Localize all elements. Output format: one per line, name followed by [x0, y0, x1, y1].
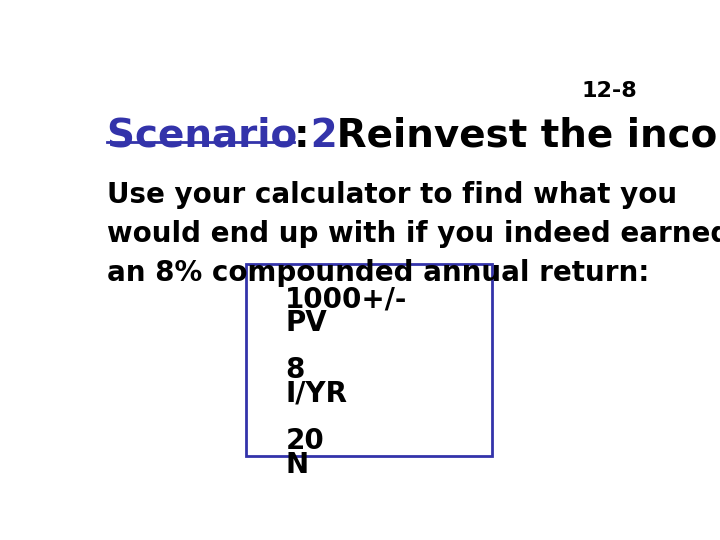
Bar — [246, 265, 492, 456]
Text: :  Reinvest the income: : Reinvest the income — [294, 117, 720, 155]
Text: I/YR: I/YR — [285, 380, 347, 408]
Text: PV: PV — [285, 309, 327, 337]
Text: 8: 8 — [285, 356, 305, 384]
Text: Scenario 2: Scenario 2 — [107, 117, 338, 155]
Text: 12-8: 12-8 — [581, 82, 637, 102]
Text: 20: 20 — [285, 427, 324, 455]
Text: Use your calculator to find what you
would end up with if you indeed earned
an 8: Use your calculator to find what you wou… — [107, 181, 720, 287]
Text: N: N — [285, 451, 308, 479]
Text: 1000+/-: 1000+/- — [285, 285, 408, 313]
